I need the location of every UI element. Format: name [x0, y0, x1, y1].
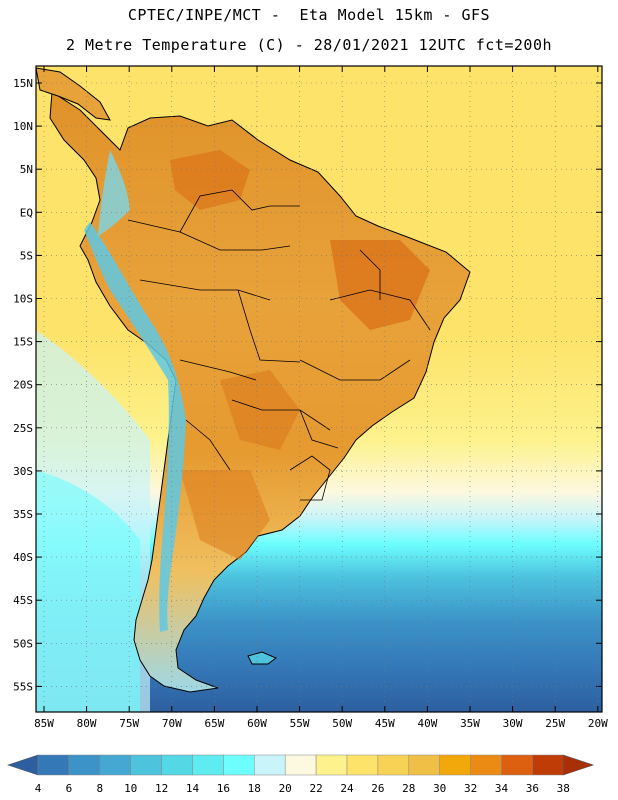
colorbar-box [254, 754, 286, 776]
pacific-cold-band [36, 470, 140, 712]
lat-label: 45S [13, 594, 33, 607]
lon-label: 65W [204, 717, 224, 730]
hot-zone-paraguay [220, 370, 300, 450]
colorbar-value-label: 26 [371, 782, 384, 795]
falkland-islands [247, 651, 277, 665]
title-variable: 2 Metre Temperature (C) - 28/01/2021 12U… [65, 36, 553, 54]
colorbar-box [130, 754, 162, 776]
lon-label: 50W [332, 717, 352, 730]
lon-label: 30W [503, 717, 523, 730]
lon-label: 20W [588, 717, 608, 730]
colorbar-value-label: 6 [66, 782, 73, 795]
hot-zone-venezuela [170, 150, 250, 210]
andes-cold-strip [84, 222, 186, 632]
colorbar-value-label: 4 [35, 782, 42, 795]
colorbar-value-label: 12 [155, 782, 168, 795]
lon-label: 70W [162, 717, 182, 730]
graticule [36, 66, 602, 712]
lon-label: 45W [375, 717, 395, 730]
lat-label: EQ [20, 206, 33, 219]
lat-label: 15S [13, 336, 33, 349]
colorbar-value-label: 38 [557, 782, 570, 795]
colorbar-arrow-high [562, 754, 595, 776]
colorbar-value-label: 8 [96, 782, 103, 795]
central-america [36, 67, 111, 121]
colorbar-value-label: 30 [433, 782, 446, 795]
colorbar-box [37, 754, 70, 776]
colorbar-box [68, 754, 101, 776]
lon-label: 80W [77, 717, 97, 730]
lon-label: 85W [34, 717, 54, 730]
lat-label: 35S [13, 508, 33, 521]
hot-zone-argentina [180, 470, 270, 560]
lat-label: 50S [13, 637, 33, 650]
colorbar-box [192, 754, 224, 776]
lon-label: 40W [417, 717, 437, 730]
colorbar-value-label: 14 [186, 782, 200, 795]
lat-label: 15N [13, 77, 33, 90]
colorbar-box [532, 754, 564, 776]
longitude-labels: 85W 80W 75W 70W 65W 60W 55W 50W 45W 40W 35W 30W 25W 2… [34, 717, 608, 730]
colorbar-box [501, 754, 533, 776]
title-model: CPTEC/INPE/MCT - Eta Model 15km - GFS [127, 6, 491, 24]
lat-label: 10S [13, 293, 33, 306]
country-borders [127, 189, 431, 501]
colorbar-value-label: 18 [248, 782, 261, 795]
colorbar-value-label: 36 [526, 782, 539, 795]
colorbar-box [408, 754, 440, 776]
colorbar-box [377, 754, 410, 776]
colorbar-box [439, 754, 471, 776]
lat-label: 5N [20, 163, 33, 176]
colorbar-value-label: 22 [309, 782, 322, 795]
lat-label: 10N [13, 120, 33, 133]
colorbar-box [223, 754, 255, 776]
colorbar-labels: 4 6 8 10 12 14 16 18 20 22 24 26 28 30 32 34 36 38 [35, 782, 570, 795]
latitude-labels: 15N 10N 5N EQ 5S 10S 15S 20S 25S 30S 35S 40S 45S 50S 5… [13, 77, 33, 693]
lat-label: 25S [13, 422, 33, 435]
map-frame [35, 65, 603, 713]
lat-label: 20S [13, 379, 33, 392]
colorbar-box [284, 754, 317, 776]
colombian-andes [98, 150, 130, 236]
lon-label: 75W [119, 717, 139, 730]
colorbar-box [161, 754, 193, 776]
colorbar-value-label: 20 [279, 782, 292, 795]
colorbar [7, 754, 595, 776]
colorbar-box [470, 754, 502, 776]
colorbar-box [346, 754, 379, 776]
lat-label: 30S [13, 465, 33, 478]
colorbar-value-label: 28 [402, 782, 415, 795]
lon-label: 60W [247, 717, 267, 730]
colorbar-box [315, 754, 348, 776]
colorbar-box [99, 754, 131, 776]
colorbar-arrow-low [7, 754, 39, 776]
lon-label: 25W [545, 717, 565, 730]
lat-label: 5S [20, 249, 33, 262]
colorbar-value-label: 16 [217, 782, 230, 795]
colorbar-value-label: 32 [464, 782, 477, 795]
colorbar-value-label: 10 [124, 782, 137, 795]
colorbar-value-label: 24 [340, 782, 354, 795]
lon-label: 55W [290, 717, 310, 730]
colorbar-value-label: 34 [495, 782, 509, 795]
lat-label: 40S [13, 551, 33, 564]
lon-label: 35W [460, 717, 480, 730]
lat-label: 55S [13, 680, 33, 693]
